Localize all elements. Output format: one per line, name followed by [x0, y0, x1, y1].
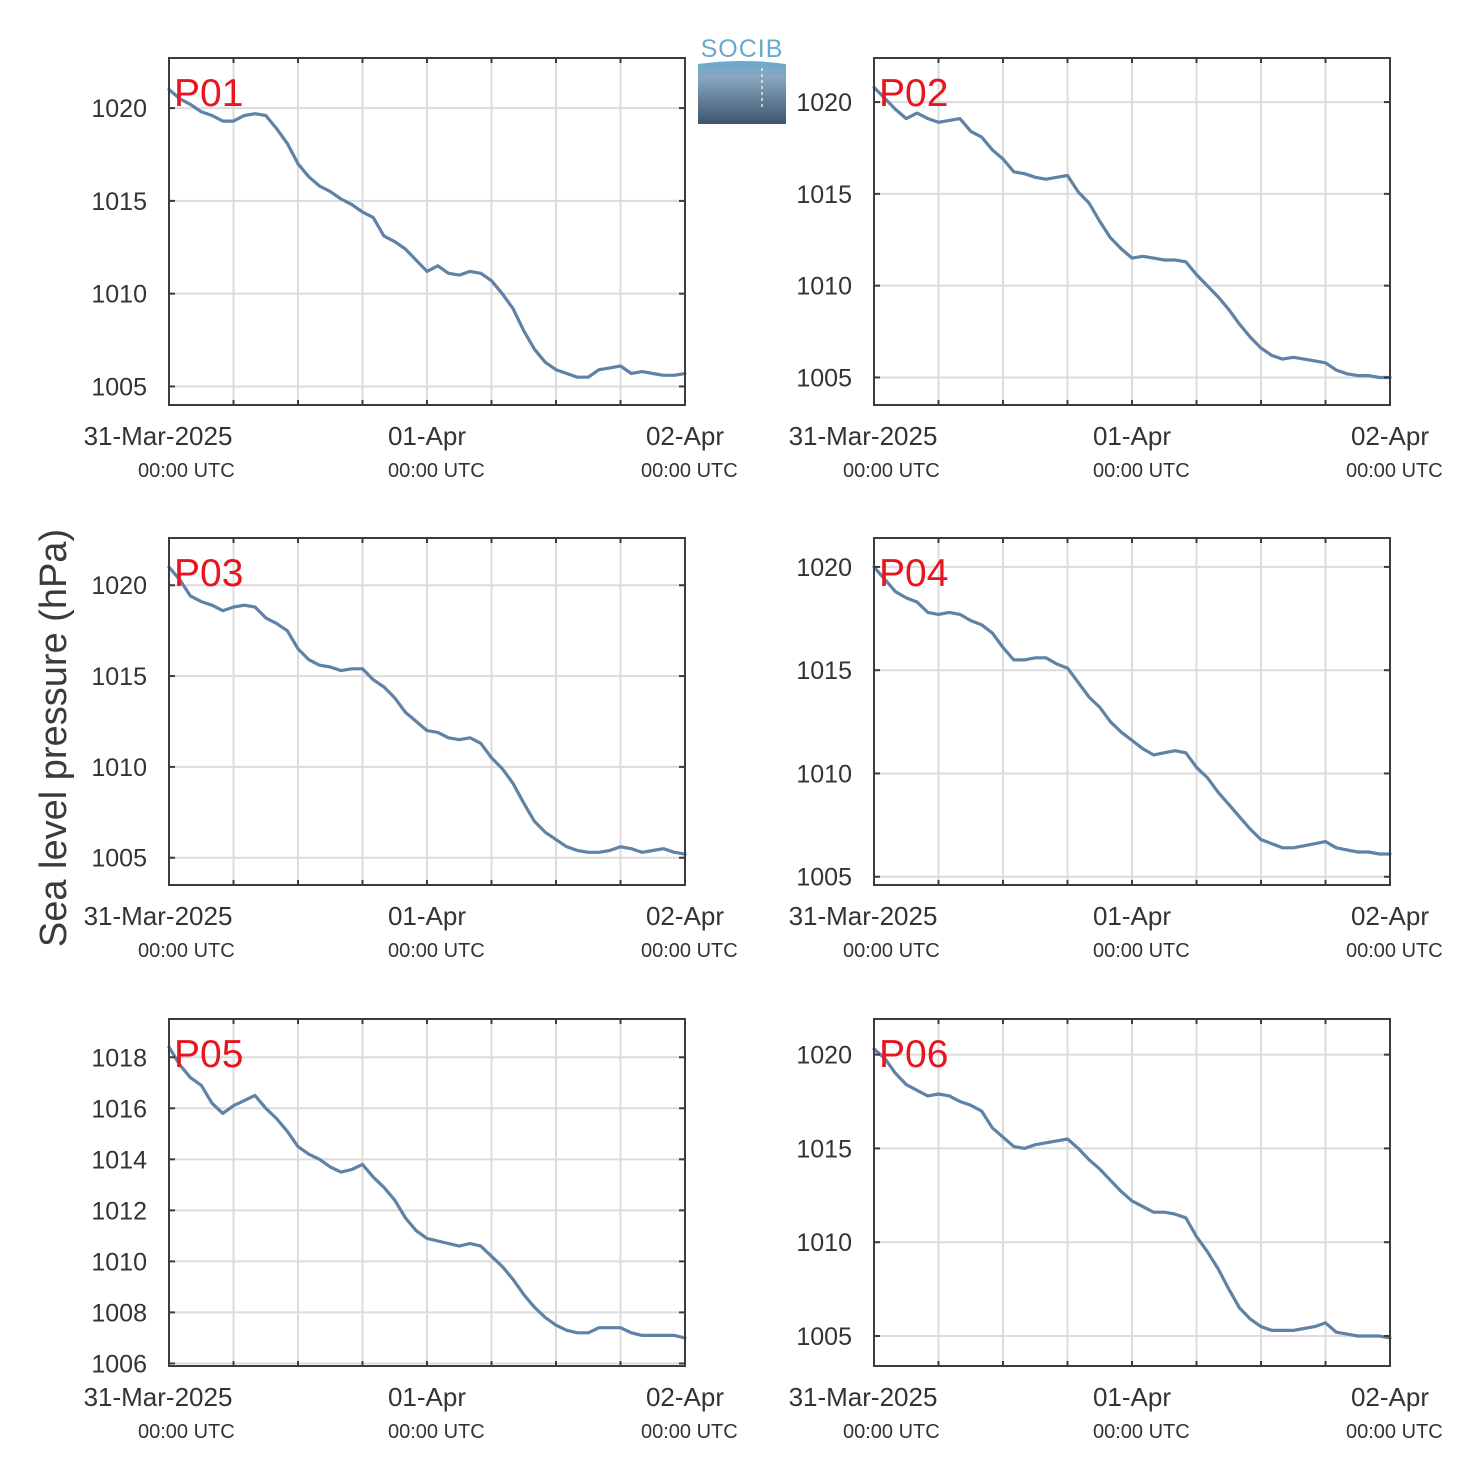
logo-text: SOCIB: [701, 35, 784, 63]
series-line-p01: [167, 87, 687, 379]
station-label-p02: P02: [879, 72, 948, 115]
x-tick-label: 02-Apr: [1351, 421, 1429, 451]
panel-p03: 1005 1010 1015 1020 31-Mar-2025 00:00 UTC 01-A…: [84, 537, 738, 962]
x-tick-sublabel: 00:00 UTC: [1346, 460, 1443, 482]
panel-p04: 1005 1010 1015 1020 31-Mar-2025 00:00 UTC 01-A…: [789, 537, 1443, 962]
x-tick-sublabel: 00:00 UTC: [388, 1421, 485, 1443]
x-tick-label: 01-Apr: [1093, 901, 1171, 931]
station-label-p05: P05: [174, 1033, 243, 1076]
x-tick-label: 31-Mar-2025: [789, 901, 938, 931]
logo-wave-shape: [698, 61, 786, 124]
y-tick-label: 1015: [796, 1135, 852, 1163]
series-line-p04: [872, 565, 1392, 856]
x-tick-sublabel: 00:00 UTC: [641, 940, 738, 962]
y-tick-label: 1015: [91, 188, 147, 216]
y-tick-label: 1010: [91, 281, 147, 309]
y-tick-label: 1010: [91, 754, 147, 782]
y-tick-label: 1020: [796, 89, 852, 117]
y-tick-label: 1012: [91, 1197, 147, 1225]
y-tick-label: 1018: [91, 1044, 147, 1072]
x-tick-sublabel: 00:00 UTC: [1093, 460, 1190, 482]
series-line-p05: [167, 1045, 687, 1340]
station-label-p04: P04: [879, 552, 948, 595]
x-tick-sublabel: 00:00 UTC: [138, 940, 235, 962]
x-tick-label: 31-Mar-2025: [84, 901, 233, 931]
station-label-p06: P06: [879, 1033, 948, 1076]
socib-logo: SOCIB: [698, 35, 786, 124]
x-tick-sublabel: 00:00 UTC: [1346, 940, 1443, 962]
y-tick-label: 1006: [91, 1350, 147, 1378]
x-tick-sublabel: 00:00 UTC: [388, 940, 485, 962]
y-tick-label: 1008: [91, 1299, 147, 1327]
x-tick-sublabel: 00:00 UTC: [843, 460, 940, 482]
x-tick-label: 01-Apr: [1093, 1382, 1171, 1412]
x-tick-sublabel: 00:00 UTC: [388, 460, 485, 482]
x-tick-label: 02-Apr: [646, 1382, 724, 1412]
y-tick-label: 1015: [91, 663, 147, 691]
y-tick-label: 1014: [91, 1146, 147, 1174]
y-tick-label: 1016: [91, 1095, 147, 1123]
x-tick-label: 02-Apr: [1351, 901, 1429, 931]
x-tick-sublabel: 00:00 UTC: [138, 1421, 235, 1443]
x-tick-label: 02-Apr: [646, 421, 724, 451]
y-tick-label: 1005: [796, 864, 852, 892]
y-tick-label: 1020: [796, 554, 852, 582]
x-tick-sublabel: 00:00 UTC: [641, 1421, 738, 1443]
y-tick-label: 1015: [796, 657, 852, 685]
y-tick-label: 1005: [91, 373, 147, 401]
x-tick-label: 31-Mar-2025: [84, 1382, 233, 1412]
x-tick-label: 31-Mar-2025: [84, 421, 233, 451]
series-line-p03: [167, 565, 687, 856]
y-tick-label: 1005: [91, 845, 147, 873]
x-tick-sublabel: 00:00 UTC: [1093, 1421, 1190, 1443]
panel-p01: 1005 1010 1015 1020 31-Mar-2025 00:00 UTC 01-A…: [84, 57, 738, 482]
x-tick-sublabel: 00:00 UTC: [641, 460, 738, 482]
x-tick-label: 31-Mar-2025: [789, 421, 938, 451]
x-tick-label: 01-Apr: [388, 421, 466, 451]
x-tick-label: 01-Apr: [1093, 421, 1171, 451]
panel-p06: 1005 1010 1015 1020 31-Mar-2025 00:00 UTC 01-A…: [789, 1018, 1443, 1443]
x-tick-sublabel: 00:00 UTC: [138, 460, 235, 482]
x-tick-label: 31-Mar-2025: [789, 1382, 938, 1412]
series-line-p02: [872, 85, 1392, 380]
panels-group: 1005 1010 1015 1020 31-Mar-2025 00:00 UTC 01-A…: [84, 57, 1443, 1443]
series-line-p06: [872, 1047, 1392, 1340]
panel-p05: 1006 1008 1010 1012 1014 1016 1018 31-Mar-2025 0…: [84, 1018, 738, 1443]
x-tick-sublabel: 00:00 UTC: [843, 1421, 940, 1443]
station-label-p01: P01: [174, 72, 243, 115]
x-tick-label: 02-Apr: [1351, 1382, 1429, 1412]
y-tick-label: 1015: [796, 181, 852, 209]
y-axis-title: Sea level pressure (hPa): [33, 529, 75, 947]
y-tick-label: 1010: [796, 273, 852, 301]
y-tick-label: 1010: [796, 760, 852, 788]
x-tick-label: 01-Apr: [388, 901, 466, 931]
y-tick-label: 1005: [796, 364, 852, 392]
y-tick-label: 1005: [796, 1323, 852, 1351]
y-tick-label: 1010: [796, 1229, 852, 1257]
x-tick-sublabel: 00:00 UTC: [843, 940, 940, 962]
y-tick-label: 1020: [91, 95, 147, 123]
x-tick-sublabel: 00:00 UTC: [1093, 940, 1190, 962]
panel-p02: 1005 1010 1015 1020 31-Mar-2025 00:00 UTC 01-A…: [789, 57, 1443, 482]
station-label-p03: P03: [174, 552, 243, 595]
x-tick-label: 01-Apr: [388, 1382, 466, 1412]
y-tick-label: 1010: [91, 1248, 147, 1276]
x-tick-label: 02-Apr: [646, 901, 724, 931]
x-tick-sublabel: 00:00 UTC: [1346, 1421, 1443, 1443]
y-tick-label: 1020: [91, 572, 147, 600]
y-tick-label: 1020: [796, 1042, 852, 1070]
